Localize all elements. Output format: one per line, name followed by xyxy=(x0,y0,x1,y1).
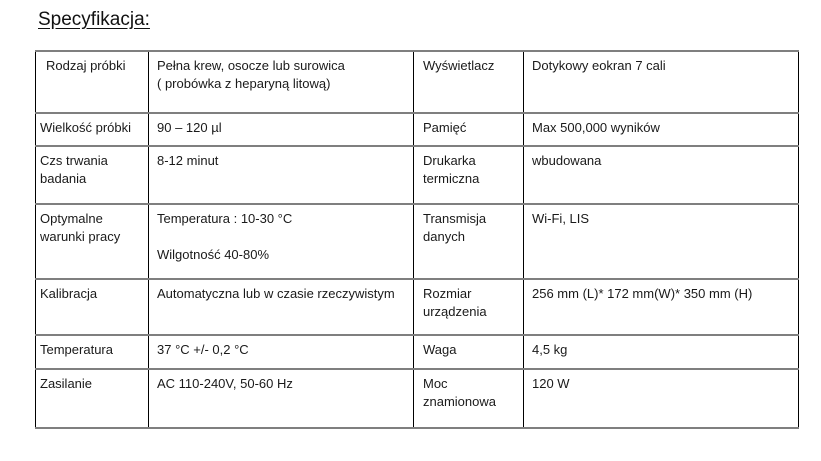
table-row: Zasilanie AC 110-240V, 50-60 Hz Moc znam… xyxy=(35,368,799,429)
spec-value-cell: Dotykowy eokran 7 cali xyxy=(523,50,799,114)
spec-value-cell: wbudowana xyxy=(523,145,799,205)
spec-value-cell: 256 mm (L)* 172 mm(W)* 350 mm (H) xyxy=(523,278,799,336)
table-row: Wielkość próbki 90 – 120 µl Pamięć Max 5… xyxy=(35,112,799,147)
spec-label-cell: Kalibracja xyxy=(35,278,149,336)
spec-label-cell: Rodzaj próbki xyxy=(35,50,149,114)
spec-value-cell: 4,5 kg xyxy=(523,334,799,370)
table-row: Temperatura 37 °C +/- 0,2 °C Waga 4,5 kg xyxy=(35,334,799,370)
table-row: Rodzaj próbki Pełna krew, osocze lub sur… xyxy=(35,50,799,114)
page-title: Specyfikacja: xyxy=(38,9,150,30)
spec-label-cell: Zasilanie xyxy=(35,368,149,429)
spec-label-cell: Rozmiar urządzenia xyxy=(413,278,524,336)
spec-value-cell: 37 °C +/- 0,2 °C xyxy=(148,334,414,370)
spec-value-cell: Max 500,000 wyników xyxy=(523,112,799,147)
spec-label-cell: Waga xyxy=(413,334,524,370)
spec-value-cell: 90 – 120 µl xyxy=(148,112,414,147)
spec-label-cell: Moc znamionowa xyxy=(413,368,524,429)
spec-label-cell: Transmisja danych xyxy=(413,203,524,280)
spec-value-cell: Automatyczna lub w czasie rzeczywistym xyxy=(148,278,414,336)
spec-value-cell: Pełna krew, osocze lub surowica ( probów… xyxy=(148,50,414,114)
spec-value-cell: 8-12 minut xyxy=(148,145,414,205)
table-row: Optymalne warunki pracy Temperatura : 10… xyxy=(35,203,799,280)
table-row: Kalibracja Automatyczna lub w czasie rze… xyxy=(35,278,799,336)
spec-label-cell: Wielkość próbki xyxy=(35,112,149,147)
spec-label-cell: Pamięć xyxy=(413,112,524,147)
spec-label-cell: Temperatura xyxy=(35,334,149,370)
spec-label-cell: Czs trwania badania xyxy=(35,145,149,205)
spec-label-cell: Optymalne warunki pracy xyxy=(35,203,149,280)
spec-value-cell: Temperatura : 10-30 °C Wilgotność 40-80% xyxy=(148,203,414,280)
spec-table: Rodzaj próbki Pełna krew, osocze lub sur… xyxy=(35,50,799,429)
spec-value-cell: 120 W xyxy=(523,368,799,429)
spec-label-cell: Wyświetlacz xyxy=(413,50,524,114)
spec-value-cell: AC 110-240V, 50-60 Hz xyxy=(148,368,414,429)
spec-label-cell: Drukarka termiczna xyxy=(413,145,524,205)
spec-value-cell: Wi-Fi, LIS xyxy=(523,203,799,280)
table-row: Czs trwania badania 8-12 minut Drukarka … xyxy=(35,145,799,205)
